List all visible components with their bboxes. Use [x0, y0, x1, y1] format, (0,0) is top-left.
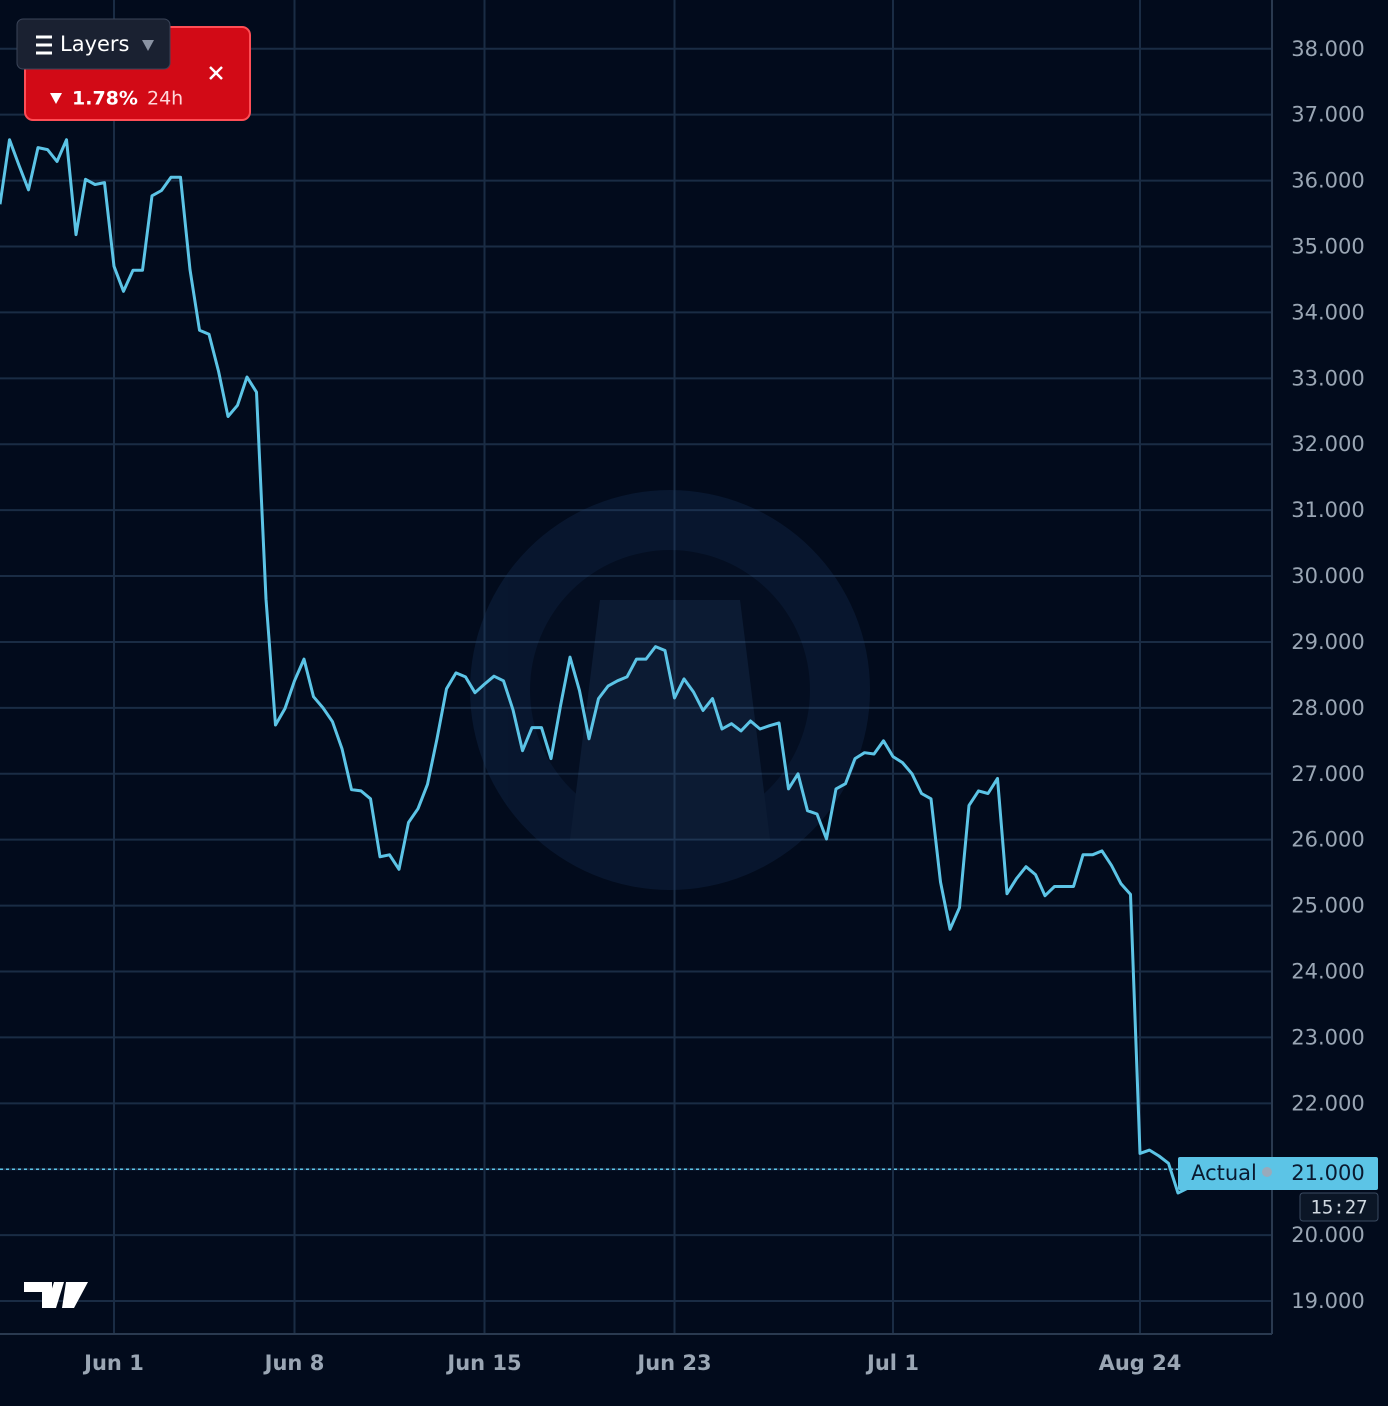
- menu-label[interactable]: Layers: [60, 32, 130, 56]
- down-arrow: [50, 93, 62, 104]
- y-tick-label: 29.000: [1291, 630, 1364, 654]
- period: 24h: [147, 88, 183, 110]
- y-tick-label: 30.000: [1291, 564, 1364, 588]
- y-tick-label: 22.000: [1291, 1091, 1364, 1115]
- y-tick-label: 26.000: [1291, 828, 1364, 852]
- y-tick-label: 34.000: [1291, 300, 1364, 324]
- layers-menu[interactable]: Layers: [16, 18, 171, 70]
- x-tick-label: Jun 1: [82, 1351, 144, 1375]
- y-tick-label: 28.000: [1291, 696, 1364, 720]
- x-axis: Jun 1 Jun 8 Jun 15 Jun 23 Jul 1 Aug 24: [82, 1351, 1181, 1375]
- x-tick-label: Jun 15: [445, 1351, 521, 1375]
- menu-box: [16, 18, 171, 70]
- y-tick-label: 37.000: [1291, 103, 1364, 127]
- x-tick-label: Aug 24: [1099, 1351, 1182, 1375]
- timer: 15:27: [1310, 1197, 1367, 1219]
- chevron: [142, 40, 154, 51]
- y-tick-label: 24.000: [1291, 960, 1364, 984]
- tag-name: Actual: [1191, 1161, 1257, 1185]
- y-tick-label: 23.000: [1291, 1025, 1364, 1049]
- x-tick-label: Jun 23: [635, 1351, 711, 1375]
- y-axis: 19.000 20.000 21.000 22.000 23.000 24.000 25.0…: [1291, 37, 1364, 1313]
- timer-box: [1299, 1192, 1379, 1222]
- price-line: [0, 138, 1217, 1195]
- y-tick-label: 27.000: [1291, 762, 1364, 786]
- y-tick-label: 33.000: [1291, 366, 1364, 390]
- brand-logo: [24, 1282, 88, 1308]
- tag-value: 21.000: [1291, 1161, 1364, 1185]
- y-tick-label: 25.000: [1291, 894, 1364, 918]
- y-tick-label: 31.000: [1291, 498, 1364, 522]
- y-tick-label: 36.000: [1291, 169, 1364, 193]
- close-button[interactable]: [209, 66, 223, 80]
- change: 1.78%: [72, 88, 138, 110]
- tag-dot: [1262, 1167, 1272, 1177]
- price-tag: Actual 21.000 15:27: [1178, 1157, 1379, 1222]
- x-tick-label: Jul 1: [865, 1351, 919, 1375]
- y-tick-label: 35.000: [1291, 235, 1364, 259]
- y-tick-label: 19.000: [1291, 1289, 1364, 1313]
- y-tick-label: 32.000: [1291, 432, 1364, 456]
- watermark: [470, 490, 870, 890]
- price-widget: 1.78% 24h Layers: [16, 18, 251, 121]
- y-tick-label: 38.000: [1291, 37, 1364, 61]
- plot: [0, 138, 1217, 1195]
- tag-box: [1178, 1157, 1378, 1190]
- menu-icon: [36, 35, 52, 55]
- x-tick-label: Jun 8: [263, 1351, 325, 1375]
- y-tick-label: 20.000: [1291, 1223, 1364, 1247]
